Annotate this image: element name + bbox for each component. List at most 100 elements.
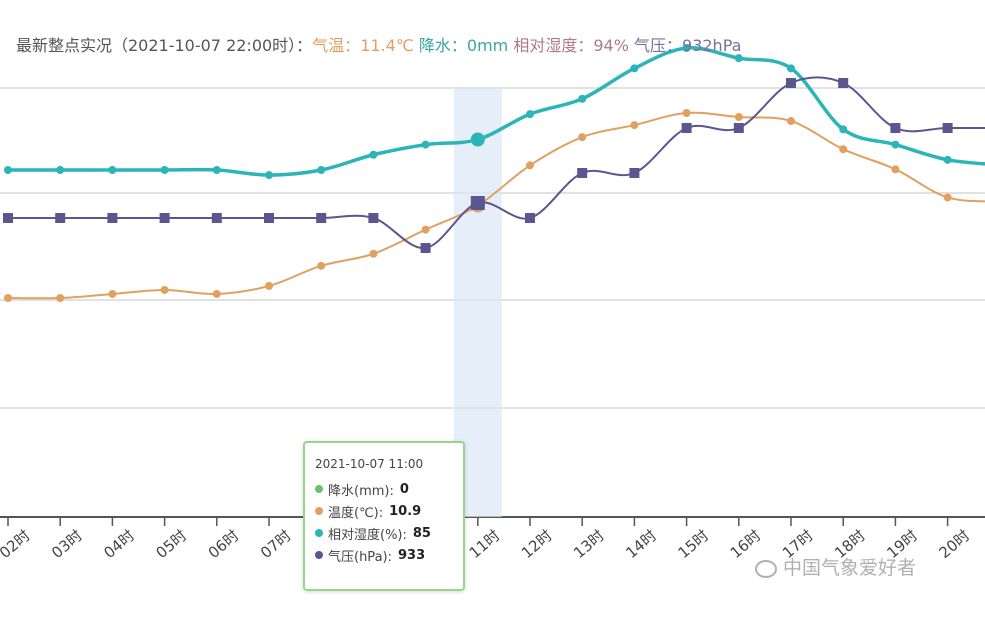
wechat-icon bbox=[755, 559, 777, 578]
tooltip-row-temperature: 温度(℃): 10.9 bbox=[315, 500, 453, 522]
temperature-point[interactable] bbox=[108, 289, 117, 298]
temperature-point[interactable] bbox=[682, 109, 691, 117]
temperature-point[interactable] bbox=[160, 285, 169, 294]
x-tick-label: 11时 bbox=[466, 526, 504, 562]
temperature-point[interactable] bbox=[4, 294, 12, 302]
pressure-dot-icon bbox=[315, 551, 323, 559]
temperature-point[interactable] bbox=[369, 249, 378, 258]
latest-temperature: 气温：11.4℃ bbox=[312, 36, 414, 55]
temperature-point[interactable] bbox=[787, 117, 795, 126]
precipitation-dot-icon bbox=[315, 485, 323, 493]
humidity-series-line bbox=[8, 46, 985, 177]
x-tick-label: 06时 bbox=[205, 526, 243, 562]
x-tick-label: 02时 bbox=[0, 526, 34, 562]
tooltip-value: 10.9 bbox=[389, 503, 422, 519]
temperature-point[interactable] bbox=[891, 165, 900, 174]
x-tick-label: 07时 bbox=[257, 526, 295, 562]
pressure-point[interactable] bbox=[470, 196, 485, 210]
pressure-point[interactable] bbox=[264, 213, 274, 223]
humidity-point[interactable] bbox=[578, 94, 587, 103]
pressure-point[interactable] bbox=[368, 213, 379, 223]
latest-observation-line: 最新整点实况（2021-10-07 22:00时）：气温：11.4℃ 降水：0m… bbox=[16, 32, 741, 56]
pressure-point[interactable] bbox=[681, 123, 692, 133]
tooltip-row-precipitation: 降水(mm): 0 bbox=[315, 478, 453, 500]
tooltip-value: 0 bbox=[399, 481, 409, 497]
temperature-point[interactable] bbox=[317, 261, 326, 270]
pressure-point[interactable] bbox=[525, 213, 535, 223]
tooltip-row-pressure: 气压(hPa): 933 bbox=[315, 544, 453, 566]
tooltip-value: 85 bbox=[412, 525, 431, 541]
humidity-point[interactable] bbox=[317, 166, 326, 174]
humidity-point[interactable] bbox=[265, 171, 273, 180]
temperature-point[interactable] bbox=[526, 161, 534, 170]
series-layer bbox=[3, 44, 985, 302]
humidity-point[interactable] bbox=[4, 166, 12, 174]
humidity-dot-icon bbox=[315, 529, 323, 537]
tooltip-time: 2021-10-07 11:00 bbox=[315, 457, 424, 471]
temperature-point[interactable] bbox=[212, 289, 221, 298]
humidity-point[interactable] bbox=[734, 54, 743, 63]
x-tick-label: 13时 bbox=[570, 526, 608, 562]
pressure-point[interactable] bbox=[55, 213, 66, 223]
watermark: 中国气象爱好者 bbox=[755, 553, 916, 580]
tooltip-label: 降水(mm): bbox=[328, 483, 394, 499]
x-tick-label: 05时 bbox=[153, 526, 191, 562]
x-tick-label: 20时 bbox=[936, 526, 974, 562]
x-tick-label: 15时 bbox=[675, 526, 713, 562]
humidity-point[interactable] bbox=[470, 132, 485, 147]
temperature-dot-icon bbox=[315, 507, 323, 515]
x-tick-label: 03时 bbox=[48, 526, 86, 562]
humidity-point[interactable] bbox=[891, 140, 900, 149]
watermark-text: 中国气象爱好者 bbox=[783, 557, 917, 579]
tooltip-label: 气压(hPa): bbox=[328, 549, 392, 565]
humidity-point[interactable] bbox=[787, 64, 795, 73]
latest-humidity: 相对湿度：94% bbox=[513, 36, 629, 55]
pressure-point[interactable] bbox=[159, 213, 170, 223]
humidity-point[interactable] bbox=[369, 150, 378, 159]
pressure-point[interactable] bbox=[577, 168, 588, 178]
temperature-point[interactable] bbox=[630, 121, 639, 130]
temperature-point[interactable] bbox=[56, 294, 65, 302]
pressure-point[interactable] bbox=[838, 78, 849, 88]
tooltip-label: 温度(℃): bbox=[328, 505, 384, 521]
humidity-point[interactable] bbox=[682, 44, 691, 52]
pressure-series-line bbox=[8, 76, 985, 250]
temperature-series-line bbox=[7, 111, 985, 300]
latest-precipitation: 降水：0mm bbox=[418, 36, 509, 55]
humidity-point[interactable] bbox=[526, 110, 534, 119]
temperature-point[interactable] bbox=[839, 145, 848, 154]
pressure-point[interactable] bbox=[629, 168, 640, 178]
pressure-point[interactable] bbox=[107, 213, 118, 223]
data-tooltip: 2021-10-07 11:00 降水(mm): 0 温度(℃): 10.9 相… bbox=[303, 441, 465, 591]
humidity-point[interactable] bbox=[839, 125, 848, 134]
latest-prefix: 最新整点实况（2021-10-07 22:00时）： bbox=[16, 36, 313, 55]
humidity-point[interactable] bbox=[56, 166, 65, 174]
humidity-point[interactable] bbox=[943, 155, 952, 164]
pressure-point[interactable] bbox=[316, 213, 327, 223]
pressure-point[interactable] bbox=[3, 213, 13, 223]
humidity-point[interactable] bbox=[108, 166, 117, 174]
temperature-point[interactable] bbox=[578, 133, 587, 142]
humidity-point[interactable] bbox=[421, 140, 430, 149]
humidity-point[interactable] bbox=[630, 64, 639, 73]
pressure-point[interactable] bbox=[420, 243, 431, 253]
pressure-point[interactable] bbox=[211, 213, 222, 223]
x-tick-label: 12时 bbox=[518, 526, 556, 562]
pressure-point[interactable] bbox=[942, 123, 953, 133]
pressure-point[interactable] bbox=[786, 78, 796, 88]
x-tick-label: 14时 bbox=[622, 526, 660, 562]
humidity-point[interactable] bbox=[160, 166, 169, 174]
latest-pressure: 气压：932hPa bbox=[634, 36, 742, 55]
tooltip-label: 相对湿度(%): bbox=[328, 527, 407, 543]
temperature-point[interactable] bbox=[421, 225, 430, 234]
temperature-point[interactable] bbox=[943, 193, 952, 202]
x-tick-label: 04时 bbox=[100, 526, 138, 562]
tooltip-row-humidity: 相对湿度(%): 85 bbox=[315, 522, 453, 544]
pressure-point[interactable] bbox=[890, 123, 901, 133]
tooltip-value: 933 bbox=[398, 547, 426, 563]
temperature-point[interactable] bbox=[734, 113, 743, 122]
temperature-point[interactable] bbox=[265, 281, 273, 290]
pressure-point[interactable] bbox=[733, 123, 744, 133]
humidity-point[interactable] bbox=[212, 166, 221, 174]
